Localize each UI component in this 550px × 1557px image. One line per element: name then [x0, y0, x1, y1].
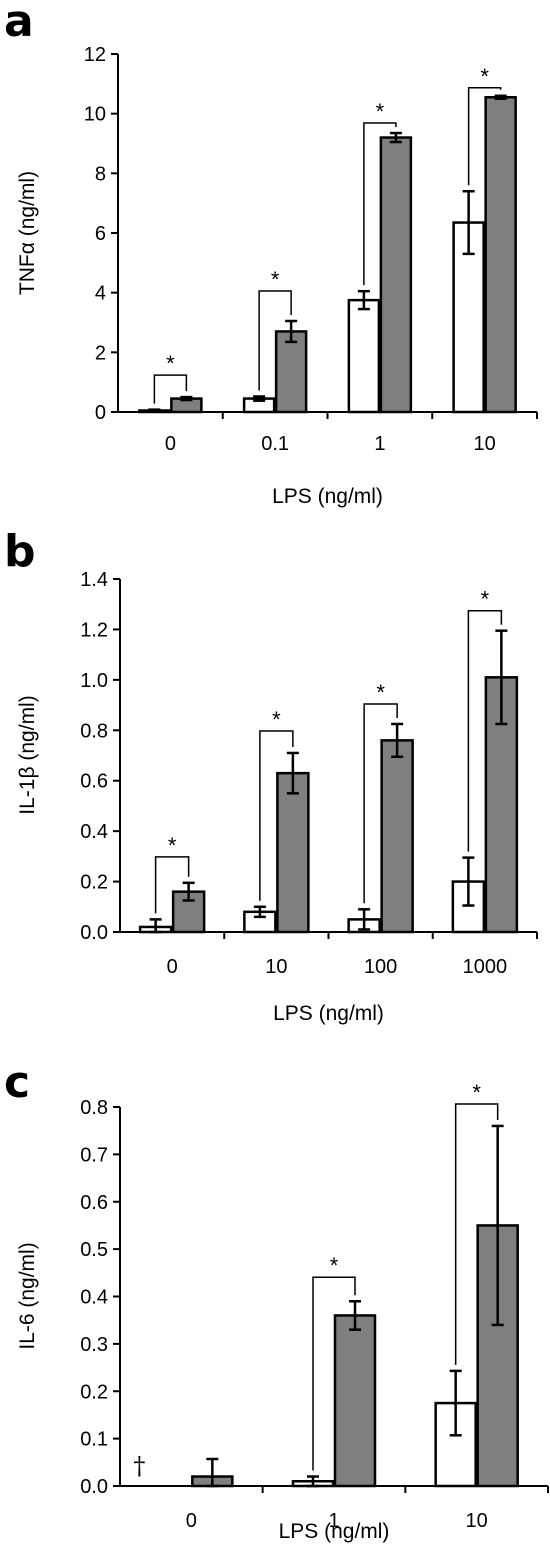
significance-star: *: [376, 680, 385, 705]
significance-bracket: [153, 374, 188, 404]
significance-bracket: [363, 703, 398, 904]
bar: [347, 298, 381, 414]
significance-star: *: [166, 351, 175, 376]
x-tick-label: 0: [186, 1510, 197, 1532]
y-tick-label: 10: [84, 104, 106, 126]
x-tick-label: 100: [364, 956, 397, 978]
bar: [276, 771, 310, 934]
panel-letter: b: [4, 526, 36, 577]
x-tick-label: 0: [165, 433, 176, 455]
x-axis-title: LPS (ng/ml): [272, 485, 383, 508]
significance-bracket: [258, 290, 292, 391]
y-axis-title: TNFα (ng/ml): [16, 171, 39, 295]
panel-letter: a: [4, 0, 34, 47]
x-tick-label: 1: [374, 433, 385, 455]
y-tick-label: 0.8: [80, 1097, 108, 1119]
y-tick-label: 0.4: [80, 1287, 108, 1309]
significance-bracket: [154, 856, 190, 914]
significance-bracket: [467, 609, 503, 852]
significance-bracket: [454, 1103, 499, 1365]
x-axis-title: LPS (ng/ml): [279, 1520, 390, 1543]
y-tick-label: 4: [95, 283, 106, 305]
significance-star: *: [271, 267, 280, 292]
y-tick-label: 0.1: [80, 1429, 108, 1451]
panel-letter: c: [4, 1057, 30, 1108]
significance-star: *: [480, 64, 489, 89]
y-tick-label: 0.2: [80, 872, 108, 894]
x-tick-label: 1000: [463, 956, 508, 978]
significance-star: *: [168, 833, 177, 858]
significance-star: *: [376, 99, 385, 124]
significance-star: *: [272, 707, 281, 732]
bar: [380, 739, 414, 934]
x-axis-title: LPS (ng/ml): [273, 1002, 384, 1025]
y-tick-label: 0.0: [80, 1476, 108, 1498]
y-tick-label: 0.0: [80, 922, 108, 944]
x-tick-label: 10: [466, 1510, 488, 1532]
y-tick-label: 6: [95, 223, 106, 245]
significance-star: *: [472, 1080, 481, 1105]
bar: [274, 330, 308, 414]
x-tick-label: 10: [265, 956, 287, 978]
significance-bracket: [259, 730, 294, 901]
y-tick-label: 0.2: [80, 1381, 108, 1403]
y-tick-label: 0.5: [80, 1239, 108, 1261]
y-tick-label: 0.7: [80, 1144, 108, 1166]
x-tick-label: 0: [167, 956, 178, 978]
y-tick-label: 12: [84, 44, 106, 66]
y-tick-label: 0.6: [80, 771, 108, 793]
bar: [379, 136, 413, 414]
y-axis-title: IL-1β (ng/ml): [16, 695, 39, 814]
y-tick-label: 2: [95, 342, 106, 364]
bar: [333, 1314, 377, 1488]
significance-star: *: [330, 1253, 339, 1278]
x-tick-label: 0.1: [261, 433, 289, 455]
significance-bracket: [312, 1276, 356, 1471]
y-tick-label: 0.4: [80, 821, 108, 843]
dagger-marker: †: [133, 1452, 145, 1480]
y-tick-label: 1.0: [80, 670, 108, 692]
y-tick-label: 0: [95, 402, 106, 424]
y-tick-label: 1.4: [80, 569, 108, 591]
y-tick-label: 0.6: [80, 1192, 108, 1214]
chart-panel-c: c 0.0 0.1 0.2 0.3 0.4 0.5 0.6 0.7 0.8 0 1 * 10 * † LPS (…: [4, 1057, 549, 1543]
y-tick-label: 8: [95, 163, 106, 185]
y-tick-label: 1.2: [80, 619, 108, 641]
bar: [484, 96, 517, 414]
y-tick-label: 0.3: [80, 1334, 108, 1356]
chart-panel-a: a 0 2 4 6 8 10 12 0 * 0.1 * 1 * 10 * LPS (ng/ml) TNFα (ng…: [4, 0, 538, 508]
significance-bracket: [467, 87, 502, 186]
y-tick-label: 0.8: [80, 720, 108, 742]
y-axis-title: IL-6 (ng/ml): [16, 1242, 39, 1349]
x-tick-label: 10: [474, 433, 496, 455]
chart-panel-b: b 0.0 0.2 0.4 0.6 0.8 1.0 1.2 1.4 0 * 10 * 100 * 1000 * L…: [4, 526, 538, 1025]
significance-bracket: [363, 122, 397, 286]
x-tick-label: 1: [328, 1510, 339, 1532]
significance-star: *: [481, 587, 490, 612]
